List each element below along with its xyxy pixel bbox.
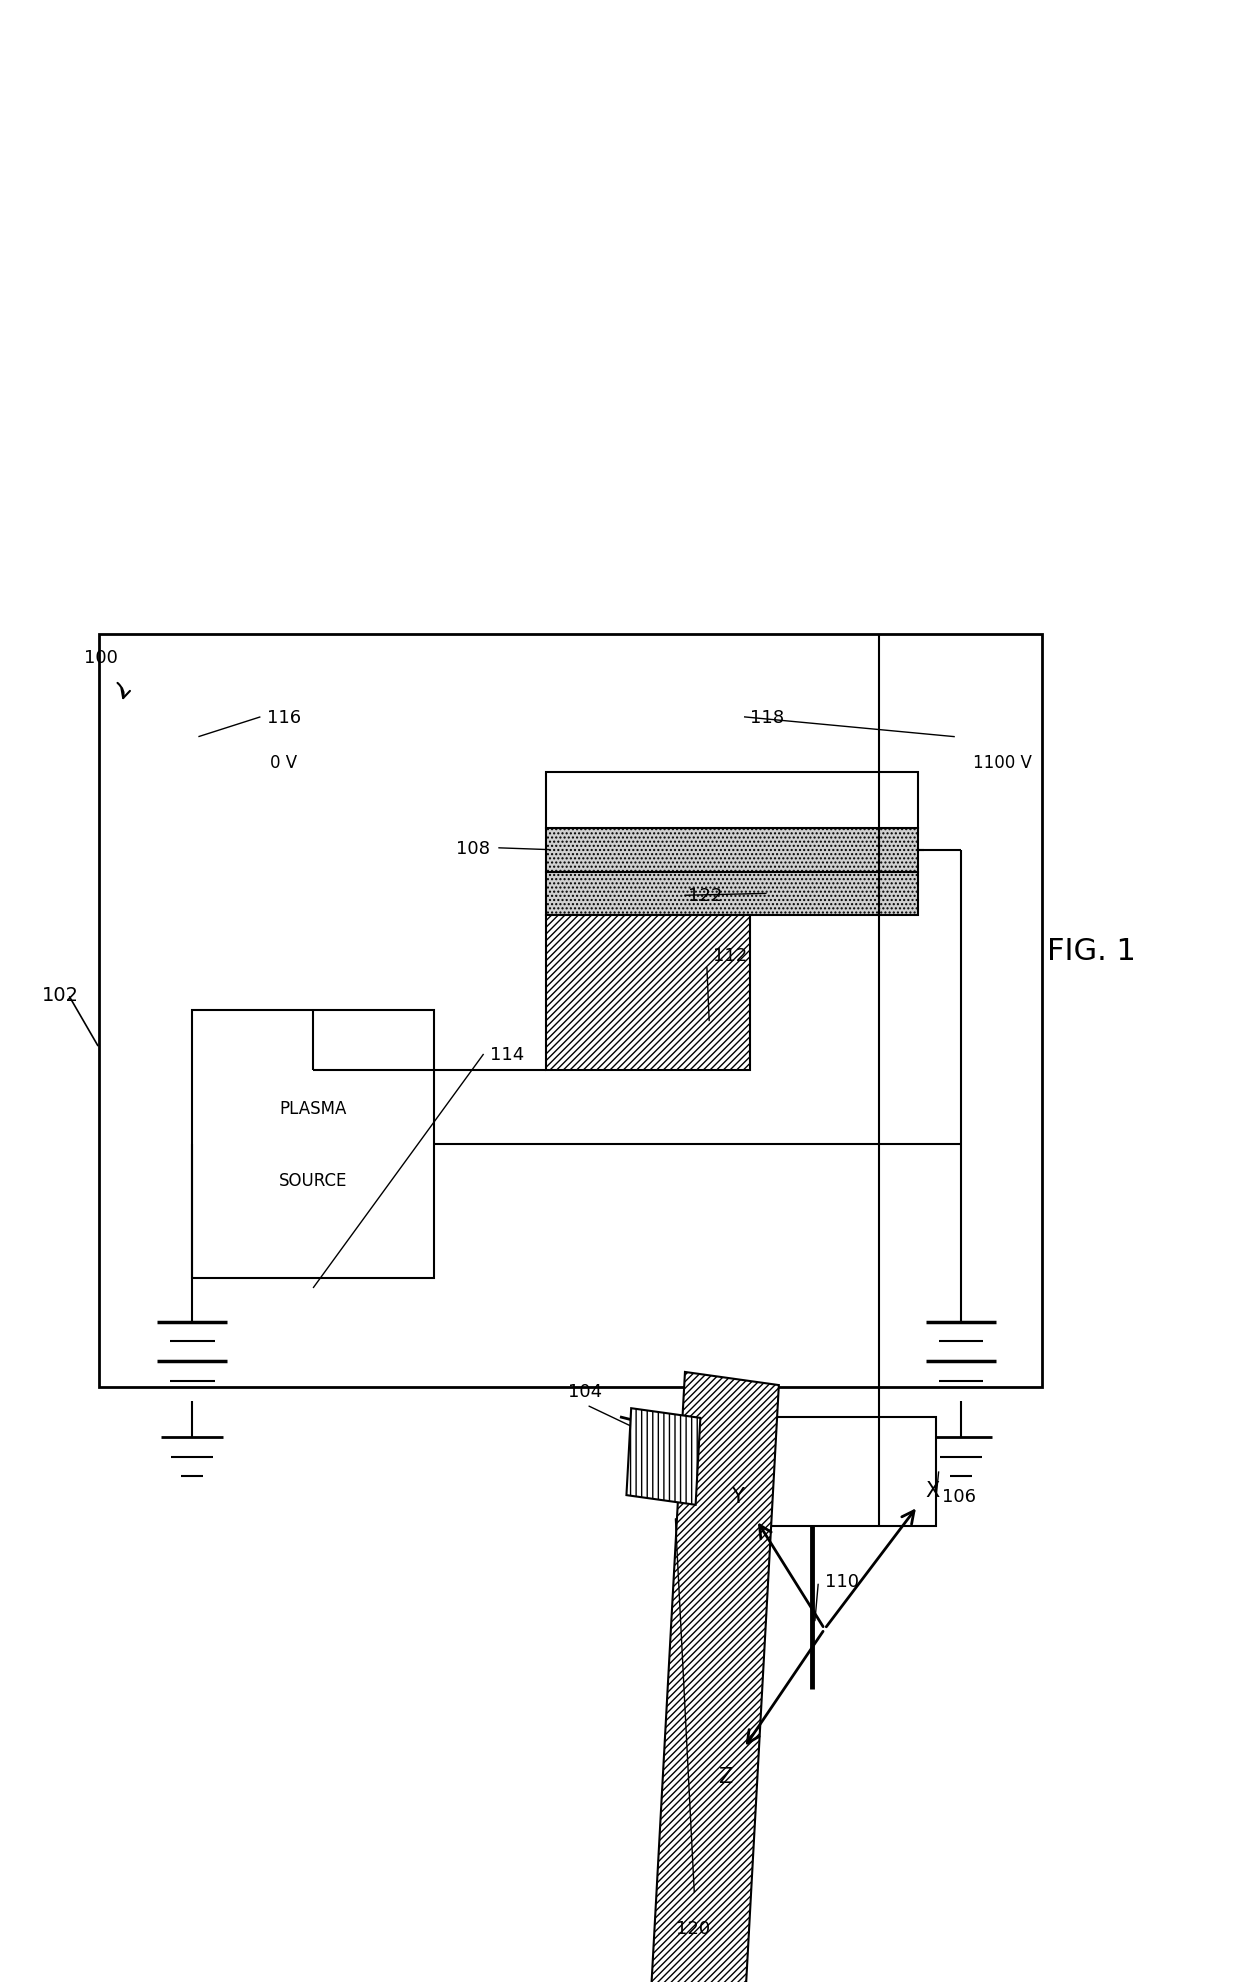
Text: 122: 122 — [688, 886, 723, 906]
Text: 104: 104 — [568, 1381, 603, 1401]
Text: 106: 106 — [942, 1486, 976, 1506]
Text: 108: 108 — [456, 838, 490, 858]
Text: Y: Y — [732, 1486, 744, 1506]
Text: 120: 120 — [676, 1919, 711, 1938]
Text: SOURCE: SOURCE — [279, 1171, 347, 1189]
Bar — [546, 773, 918, 828]
Text: 118: 118 — [750, 708, 785, 727]
Bar — [99, 634, 1042, 1387]
Text: 0 V: 0 V — [270, 753, 298, 773]
Text: 114: 114 — [490, 1045, 525, 1064]
Polygon shape — [647, 1372, 779, 1982]
Polygon shape — [626, 1409, 701, 1504]
Bar — [546, 828, 918, 872]
Text: 1100 V: 1100 V — [973, 753, 1032, 773]
Text: 110: 110 — [825, 1572, 858, 1592]
Text: 112: 112 — [713, 945, 748, 965]
Text: X: X — [925, 1481, 940, 1500]
Text: 116: 116 — [267, 708, 301, 727]
Bar — [744, 1417, 936, 1526]
Text: PLASMA: PLASMA — [279, 1100, 347, 1118]
Text: FIG. 1: FIG. 1 — [1047, 937, 1136, 965]
Text: 102: 102 — [42, 985, 79, 1005]
Bar — [546, 916, 750, 1070]
Text: Z: Z — [718, 1766, 733, 1786]
Bar — [546, 872, 918, 916]
Bar — [192, 1011, 434, 1278]
Text: 100: 100 — [84, 648, 118, 668]
